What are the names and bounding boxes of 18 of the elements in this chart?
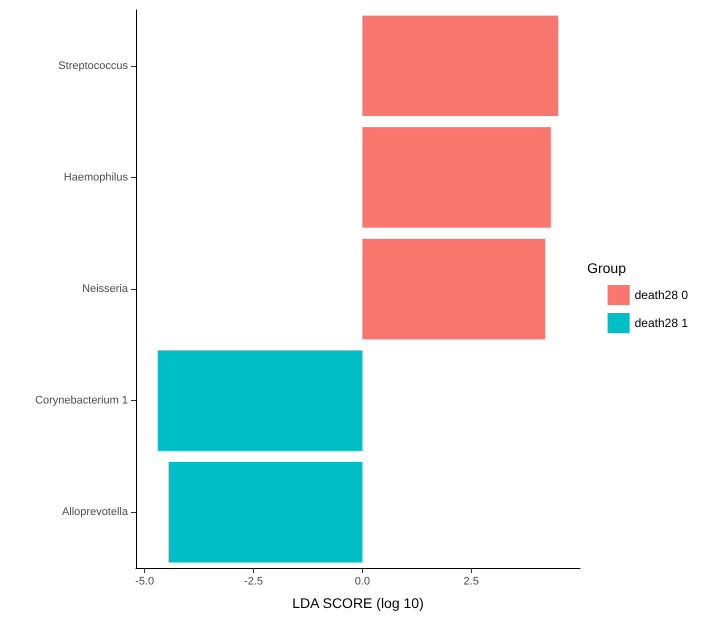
x-tick-label: 0.0 (354, 576, 370, 588)
legend-label: death28 0 (634, 288, 688, 302)
bar (362, 127, 551, 228)
bar (362, 238, 546, 340)
x-axis-title: LDA SCORE (log 10) (292, 595, 424, 611)
y-tick-label: Neisseria (82, 283, 129, 295)
y-tick-label: Alloprevotella (62, 506, 129, 518)
y-tick-label: Haemophilus (64, 171, 128, 184)
bar (168, 462, 362, 562)
legend-title: Group (587, 260, 626, 276)
bar (158, 350, 362, 451)
x-tick-label: -2.5 (244, 576, 264, 588)
x-tick-label: 2.5 (464, 576, 479, 588)
bar (362, 16, 558, 116)
legend-label: death28 1 (634, 316, 688, 330)
x-tick-label: -5.0 (135, 576, 154, 588)
y-tick-label: Corynebacterium 1 (35, 394, 128, 407)
y-tick-label: Streptococcus (58, 60, 128, 72)
